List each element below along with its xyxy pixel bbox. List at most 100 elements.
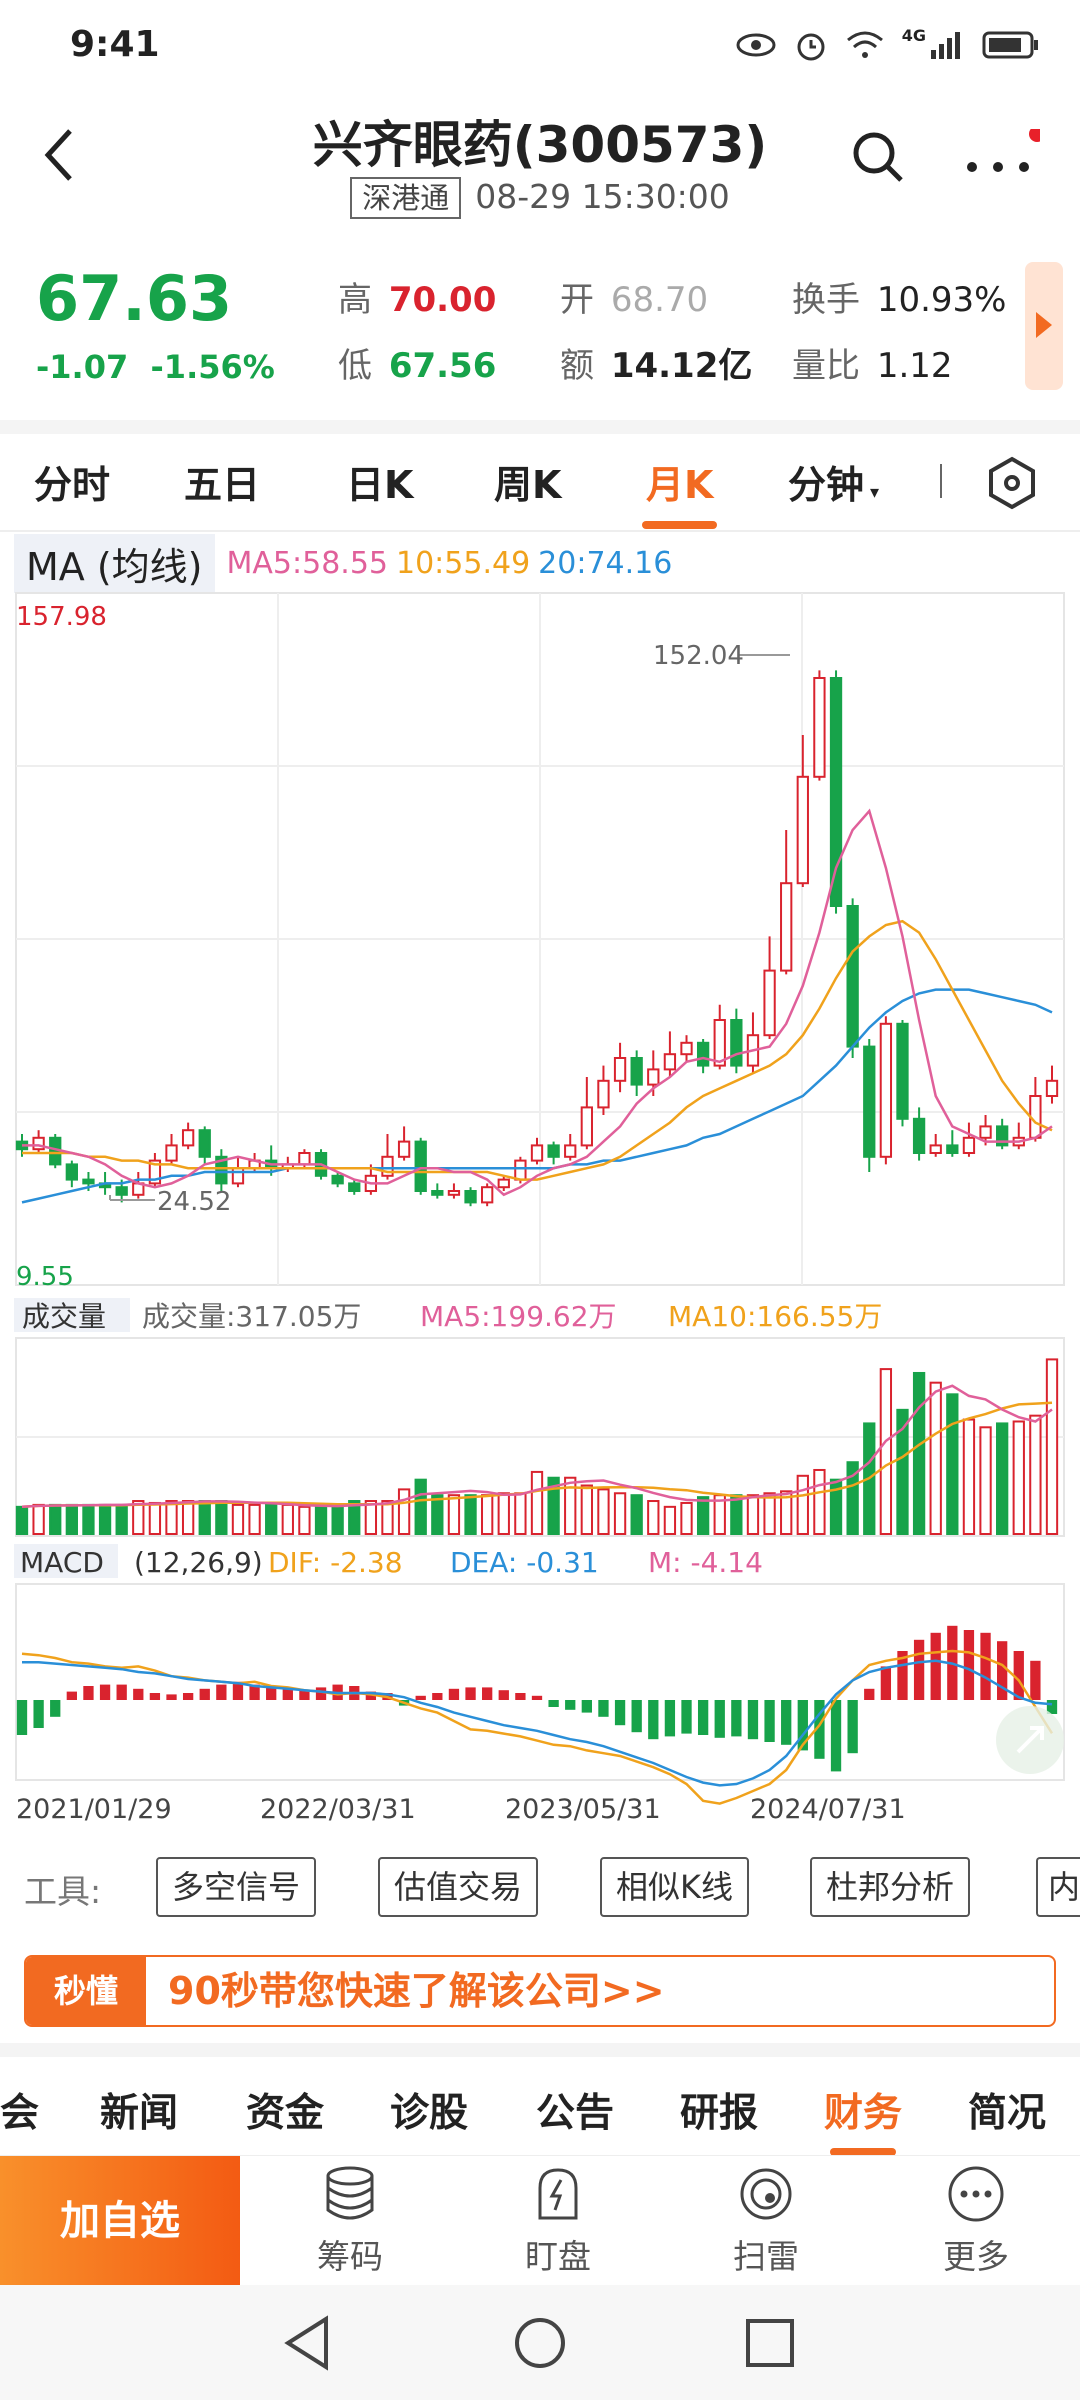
tools-label: 工具: xyxy=(24,1872,102,1911)
risk-scan-button[interactable]: 扫雷 xyxy=(696,2164,836,2278)
candle-body xyxy=(348,1182,361,1193)
divider xyxy=(0,530,1080,532)
macd-bar xyxy=(249,1684,260,1700)
macd-m: M: -4.14 xyxy=(648,1546,763,1579)
nav-recents-icon[interactable] xyxy=(744,2317,796,2369)
macd-bar xyxy=(282,1688,293,1700)
volume-bar xyxy=(530,1470,544,1536)
tab-diagnosis[interactable]: 诊股 xyxy=(390,2091,469,2136)
candle-body xyxy=(730,1019,743,1067)
macd-bar xyxy=(266,1686,277,1700)
macd-bar xyxy=(614,1700,626,1726)
volume-bar xyxy=(215,1500,228,1536)
candle-body xyxy=(547,1144,560,1158)
macd-bar xyxy=(781,1700,792,1745)
volume-bars xyxy=(15,1358,1059,1536)
kline-chart[interactable]: 157.98 9.55 152.04 24.52 成交量 成交量:317.05万… xyxy=(0,590,1080,1845)
volume-bar xyxy=(181,1500,195,1536)
volume-bar xyxy=(912,1371,926,1535)
change-value: -1.07 xyxy=(36,348,129,386)
tab-announcements[interactable]: 公告 xyxy=(536,2091,615,2136)
watch-button[interactable]: 盯盘 xyxy=(488,2164,628,2278)
tool-long-short-signal[interactable]: 多空信号 xyxy=(156,1857,317,1917)
open-value: 68.70 xyxy=(610,280,709,320)
volume-bar xyxy=(730,1494,743,1535)
macd-bar xyxy=(598,1700,609,1717)
eye-icon xyxy=(736,33,776,57)
candle-body xyxy=(846,905,859,1048)
expand-quote-button[interactable] xyxy=(1025,262,1063,390)
tab-weekly-k[interactable]: 周K xyxy=(494,463,562,507)
settings-hexagon-icon[interactable] xyxy=(985,456,1039,510)
add-to-watchlist-button[interactable]: 加自选 xyxy=(0,2156,240,2286)
open-label: 开 xyxy=(560,280,594,320)
system-nav-bar xyxy=(0,2285,1080,2400)
macd-params: (12,26,9) xyxy=(134,1546,263,1579)
price-min-label: 9.55 xyxy=(16,1262,74,1292)
ma5-line xyxy=(22,808,1053,1197)
macd-bar xyxy=(864,1688,875,1700)
more-menu-button[interactable] xyxy=(960,126,1045,189)
tab-news[interactable]: 新闻 xyxy=(100,2091,179,2136)
promo-banner[interactable]: 秒懂 90秒带您快速了解该公司>> xyxy=(24,1955,1056,2027)
candle-body xyxy=(215,1155,228,1185)
volume-bar xyxy=(481,1494,494,1535)
candle-body xyxy=(514,1159,527,1181)
macd-bar xyxy=(648,1700,659,1740)
amount-value: 14.12亿 xyxy=(610,346,753,386)
tab-daily-k[interactable]: 日K xyxy=(346,463,414,507)
candle-body xyxy=(181,1129,195,1147)
macd-bar xyxy=(299,1690,310,1700)
volume-ma10: MA10:166.55万 xyxy=(668,1300,882,1333)
nav-back-icon[interactable] xyxy=(282,2315,332,2371)
back-arrow-icon[interactable] xyxy=(40,125,80,185)
ma20-value: 20:74.16 xyxy=(538,545,673,581)
tab-monthly-k[interactable]: 月K xyxy=(641,454,718,529)
tab-research[interactable]: 研报 xyxy=(680,2091,759,2136)
tab-funds[interactable]: 资金 xyxy=(246,2091,325,2136)
volume-bar xyxy=(82,1503,95,1536)
candle-body xyxy=(32,1136,45,1151)
more-button[interactable]: 更多 xyxy=(906,2164,1046,2278)
status-bar: 9:41 4G xyxy=(0,0,1080,95)
open-cell: 开 68.70 xyxy=(560,272,708,321)
tab-profile[interactable]: 简况 xyxy=(968,2091,1047,2136)
volume-bar xyxy=(896,1408,909,1535)
macd-bar xyxy=(997,1641,1008,1700)
candle-body xyxy=(65,1163,78,1181)
search-icon[interactable] xyxy=(850,129,906,185)
candle-body xyxy=(763,969,776,1037)
volume-bar xyxy=(314,1505,328,1535)
tab-finance[interactable]: 财务 xyxy=(824,2082,902,2156)
macd-bar xyxy=(930,1632,941,1700)
ma-indicator-label[interactable]: MA (均线) xyxy=(14,533,215,593)
tool-dupont-analysis[interactable]: 杜邦分析 xyxy=(810,1857,971,1917)
tool-similar-kline[interactable]: 相似K线 xyxy=(600,1857,749,1917)
nav-home-icon[interactable] xyxy=(512,2315,568,2371)
tab-minute[interactable]: 分钟 ▾ xyxy=(788,454,879,509)
stock-header: 兴齐眼药(300573) 深港通 08-29 15:30:00 xyxy=(0,95,1080,245)
tab-five-day[interactable]: 五日 xyxy=(184,463,261,507)
candle-body xyxy=(298,1152,311,1166)
peak-label: 152.04 xyxy=(653,641,744,671)
tab-meeting[interactable]: 会 xyxy=(0,2091,40,2136)
tool-valuation-trade[interactable]: 估值交易 xyxy=(378,1857,539,1917)
volume-bar xyxy=(962,1418,976,1536)
chips-label: 筹码 xyxy=(317,2237,383,2276)
macd-bar xyxy=(498,1690,509,1700)
macd-bar xyxy=(415,1695,426,1700)
volume-bar xyxy=(414,1478,427,1536)
dea-line xyxy=(22,1659,1053,1787)
volume-bar xyxy=(813,1468,826,1535)
candle-body xyxy=(82,1178,95,1185)
ma10-value: 10:55.49 xyxy=(396,545,531,581)
macd-bar xyxy=(681,1700,692,1734)
tool-more[interactable]: 内 xyxy=(1036,1857,1080,1917)
dropdown-arrow-icon: ▾ xyxy=(870,482,880,503)
chips-button[interactable]: 筹码 xyxy=(280,2164,420,2278)
date-label-4: 2024/07/31 xyxy=(750,1794,906,1825)
candle-body xyxy=(796,775,809,885)
stock-subtitle: 深港通 08-29 15:30:00 xyxy=(0,177,1080,219)
tab-intraday[interactable]: 分时 xyxy=(34,463,111,507)
macd-bar xyxy=(515,1693,526,1700)
